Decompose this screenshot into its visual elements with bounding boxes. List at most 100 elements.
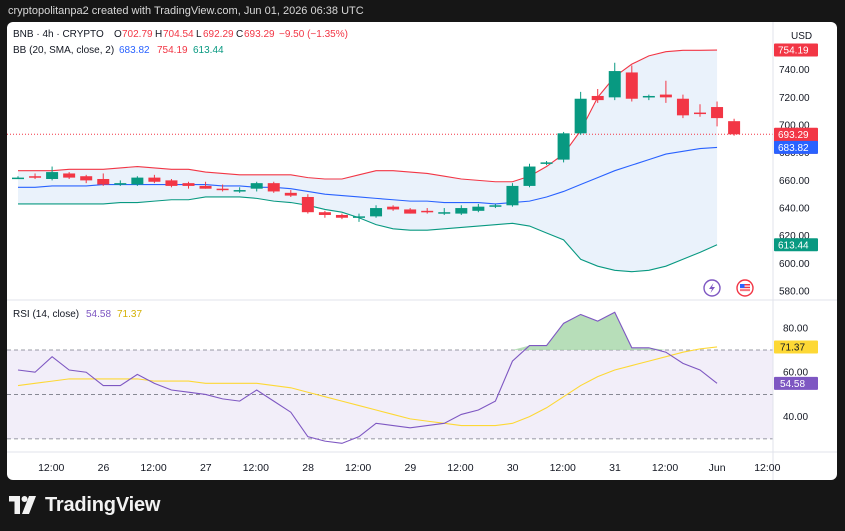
ohlc-high-value: 704.54 [163, 29, 194, 40]
candle-body [370, 208, 383, 217]
us-flag-event-icon[interactable] [736, 279, 754, 297]
candle [131, 176, 144, 186]
candle [694, 104, 706, 117]
symbol-label: BNB · 4h · CRYPTO [13, 29, 104, 40]
ohlc-low-value: 692.29 [203, 29, 234, 40]
candle [46, 166, 59, 181]
time-tick-label: 12:00 [140, 462, 166, 474]
candle [676, 94, 689, 119]
currency-label: USD [791, 31, 812, 42]
candle-body [506, 185, 519, 206]
candle [284, 190, 297, 197]
candle-body [318, 212, 331, 215]
candle-body [387, 206, 400, 210]
candle-body [182, 183, 195, 186]
candle-body [284, 192, 297, 196]
ohlc-open-value: 702.79 [122, 29, 153, 40]
candle [370, 205, 383, 218]
chart-canvas[interactable]: BNB · 4h · CRYPTO O 702.79 H 704.54 L 69… [7, 22, 837, 480]
candle-body [216, 188, 229, 191]
candle-body [301, 196, 314, 213]
candle-body [404, 209, 417, 214]
tradingview-logo[interactable]: TradingView [9, 492, 160, 518]
candle [642, 94, 655, 101]
candle [455, 205, 468, 215]
rsi-ma-tag-bg [774, 340, 818, 354]
candle [80, 174, 93, 184]
price-tick-label: 740.00 [779, 65, 810, 76]
candle [301, 194, 314, 214]
ohlc-high-label: H [155, 29, 162, 40]
candle-body [676, 98, 689, 116]
bb-middle-price-tag: 683.82 [778, 143, 809, 154]
candle [472, 203, 485, 213]
bb-lower-price-tag: 613.44 [778, 240, 809, 251]
candle [97, 173, 110, 186]
price-tick-label: 620.00 [779, 231, 810, 242]
candle [540, 161, 553, 166]
time-tick-label: 27 [200, 462, 212, 474]
time-tick-label: 29 [405, 462, 417, 474]
ohlc-close-label: C [236, 29, 243, 40]
bb-upper-value: 754.19 [157, 45, 188, 56]
candle [318, 210, 331, 218]
time-tick-label: 12:00 [754, 462, 780, 474]
candle-body [642, 95, 655, 98]
candle-body [63, 173, 76, 178]
candle-body [29, 176, 42, 178]
candle-body [131, 177, 144, 185]
candle [421, 208, 434, 214]
candle-body [591, 95, 604, 101]
candle [557, 131, 570, 163]
candle-body [199, 185, 212, 189]
ohlc-close-value: 693.29 [244, 29, 275, 40]
candle-body [165, 180, 178, 186]
bb-lower-value: 613.44 [193, 45, 224, 56]
rsi-legend: RSI (14, close) 54.58 71.37 [13, 309, 142, 320]
bb-lower-price-tag-bg [774, 238, 818, 252]
price-legend: BNB · 4h · CRYPTO O 702.79 H 704.54 L 69… [13, 29, 348, 56]
candle [114, 180, 127, 186]
candle [182, 181, 195, 189]
candle-body [250, 183, 263, 189]
tradingview-logo-icon [9, 496, 36, 514]
ohlc-open-label: O [114, 29, 122, 40]
candle [506, 183, 519, 207]
rsi-tick-label: 80.00 [783, 323, 808, 334]
time-tick-label: 12:00 [243, 462, 269, 474]
ohlc-low-label: L [196, 29, 202, 40]
candle [659, 80, 672, 103]
candle [387, 205, 400, 211]
candle-body [12, 177, 24, 180]
candle-body [728, 121, 741, 135]
candle-body [148, 177, 161, 182]
bb-middle-price-tag-bg [774, 140, 818, 154]
candle [148, 174, 161, 184]
bb-label: BB (20, SMA, close, 2) [13, 45, 114, 56]
candle-body [557, 133, 570, 160]
bb-upper-price-tag-bg [774, 43, 818, 57]
candle [250, 181, 263, 192]
candle [233, 187, 246, 193]
tradingview-brand-text: TradingView [45, 493, 161, 516]
candle-body [114, 183, 127, 185]
time-tick-label: 30 [507, 462, 519, 474]
candle [728, 118, 741, 136]
candle-body [46, 172, 59, 179]
candle-body [97, 178, 110, 185]
candle-body [711, 107, 724, 119]
candle [404, 208, 417, 214]
time-tick-label: 12:00 [550, 462, 576, 474]
candle [711, 101, 724, 127]
candle [608, 62, 621, 101]
candle-body [80, 176, 93, 181]
candle-body [335, 214, 348, 218]
price-tick-label: 640.00 [779, 204, 810, 215]
time-tick-label: Jun [709, 462, 726, 474]
time-tick-label: 28 [302, 462, 314, 474]
rsi-ma-value: 71.37 [117, 309, 142, 320]
candle-body [438, 212, 451, 214]
chart-card: BNB · 4h · CRYPTO O 702.79 H 704.54 L 69… [7, 22, 837, 480]
alert-bolt-icon[interactable] [703, 279, 721, 297]
candle-body [267, 183, 280, 192]
